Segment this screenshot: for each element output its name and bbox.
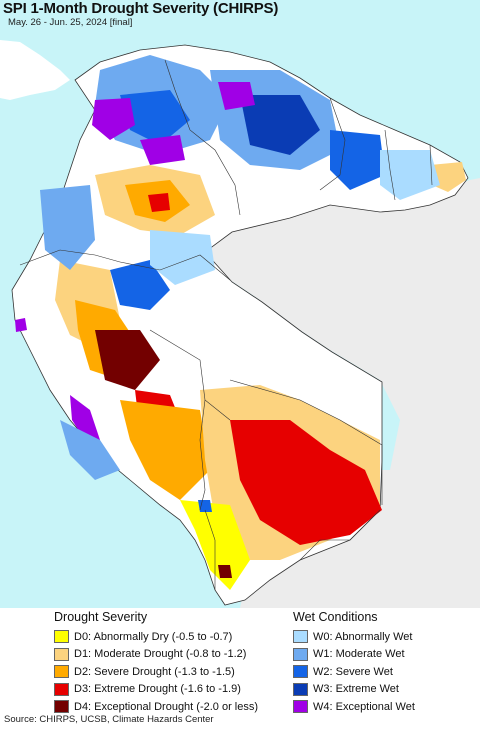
d4-exceptional-patch xyxy=(218,565,232,578)
legend-label-d2: D2: Severe Drought (-1.3 to -1.5) xyxy=(74,665,235,678)
legend-item-d1: D1: Moderate Drought (-0.8 to -1.2) xyxy=(54,646,258,664)
map-canvas xyxy=(0,0,480,608)
w2-severe-wet-patch xyxy=(110,260,170,310)
legend-item-w1: W1: Moderate Wet xyxy=(293,646,415,664)
legend-item-w2: W2: Severe Wet xyxy=(293,663,415,681)
border-guyana-suriname xyxy=(384,129,396,201)
w2-severe-wet-patch xyxy=(120,90,190,145)
border-bolivia-brazil xyxy=(229,379,383,505)
w0-abnormally-wet-patch xyxy=(380,150,440,200)
legend-label-d3: D3: Extreme Drought (-1.6 to -1.9) xyxy=(74,683,241,696)
legend-label-d4: D4: Exceptional Drought (-2.0 or less) xyxy=(74,700,259,713)
swatch-d4 xyxy=(54,700,69,714)
d3-extreme-patch xyxy=(148,193,170,212)
legend-label-w1: W1: Moderate Wet xyxy=(313,648,405,661)
legend-label-w0: W0: Abnormally Wet xyxy=(313,630,413,643)
map-subtitle: May. 26 - Jun. 25, 2024 [final] xyxy=(8,17,133,28)
drought-map: SPI 1-Month Drought Severity (CHIRPS) Ma… xyxy=(0,0,480,608)
legend-item-d4: D4: Exceptional Drought (-2.0 or less) xyxy=(54,698,258,716)
swatch-w3 xyxy=(293,682,308,696)
source-credit: Source: CHIRPS, UCSB, Climate Hazards Ce… xyxy=(4,714,214,725)
country-borders xyxy=(19,59,433,590)
swatch-w2 xyxy=(293,665,308,679)
legend-label-d1: D1: Moderate Drought (-0.8 to -1.2) xyxy=(74,648,247,661)
legend-item-d3: D3: Extreme Drought (-1.6 to -1.9) xyxy=(54,681,258,699)
w4-exceptional-wet-patch xyxy=(70,395,100,445)
wet-legend-heading: Wet Conditions xyxy=(293,610,378,624)
legend-label-w4: W4: Exceptional Wet xyxy=(313,700,415,713)
legend-label-d0: D0: Abnormally Dry (-0.5 to -0.7) xyxy=(74,630,233,643)
border-bolivia-chile xyxy=(204,509,216,590)
legend-item-w4: W4: Exceptional Wet xyxy=(293,698,415,716)
w0-abnormally-wet-patch xyxy=(150,230,215,285)
d3-extreme-patch xyxy=(230,420,382,545)
d2-severe-patch xyxy=(120,400,210,500)
w4-exceptional-wet-patch xyxy=(218,82,255,110)
swatch-d0 xyxy=(54,630,69,644)
map-title: SPI 1-Month Drought Severity (CHIRPS) xyxy=(3,0,279,17)
border-suriname-frguiana xyxy=(429,144,433,186)
swatch-w0 xyxy=(293,630,308,644)
drought-patches xyxy=(55,162,466,590)
border-venezuela-guyana xyxy=(319,97,346,191)
d4-exceptional-patch xyxy=(95,330,160,390)
w2-severe-wet-patch xyxy=(330,130,385,190)
swatch-w4 xyxy=(293,700,308,714)
legend-item-w0: W0: Abnormally Wet xyxy=(293,628,415,646)
legend-label-w2: W2: Severe Wet xyxy=(313,665,393,678)
border-bolivia-paraguay xyxy=(299,509,381,561)
swatch-d1 xyxy=(54,647,69,661)
wet-legend: Wet Conditions W0: Abnormally Wet W1: Mo… xyxy=(293,608,415,716)
border-peru-bolivia xyxy=(199,399,206,511)
drought-legend: Drought Severity D0: Abnormally Dry (-0.… xyxy=(54,608,258,716)
legend-item-d2: D2: Severe Drought (-1.3 to -1.5) xyxy=(54,663,258,681)
legend-label-w3: W3: Extreme Wet xyxy=(313,683,399,696)
legend-item-w3: W3: Extreme Wet xyxy=(293,681,415,699)
border-colombia-peru xyxy=(119,254,231,281)
w3-extreme-wet-patch xyxy=(240,95,320,155)
legend: Drought Severity D0: Abnormally Dry (-0.… xyxy=(0,608,480,714)
swatch-d3 xyxy=(54,682,69,696)
swatch-d2 xyxy=(54,665,69,679)
w4-exceptional-wet-patch xyxy=(140,135,185,165)
border-colombia-venezuela xyxy=(164,59,241,216)
land-outside-region xyxy=(200,178,480,608)
drought-legend-heading: Drought Severity xyxy=(54,610,148,624)
legend-item-d0: D0: Abnormally Dry (-0.5 to -0.7) xyxy=(54,628,258,646)
border-colombia-ecuador xyxy=(19,249,121,266)
w1-moderate-wet-patch xyxy=(60,420,120,480)
w4-exceptional-wet-patch xyxy=(92,98,135,140)
w1-moderate-wet-patch xyxy=(40,185,95,270)
w4-exceptional-wet-patch xyxy=(15,318,27,332)
wet-patches xyxy=(15,55,440,512)
border-peru-brazil xyxy=(149,329,231,421)
swatch-w1 xyxy=(293,647,308,661)
land-central-america xyxy=(0,40,70,100)
